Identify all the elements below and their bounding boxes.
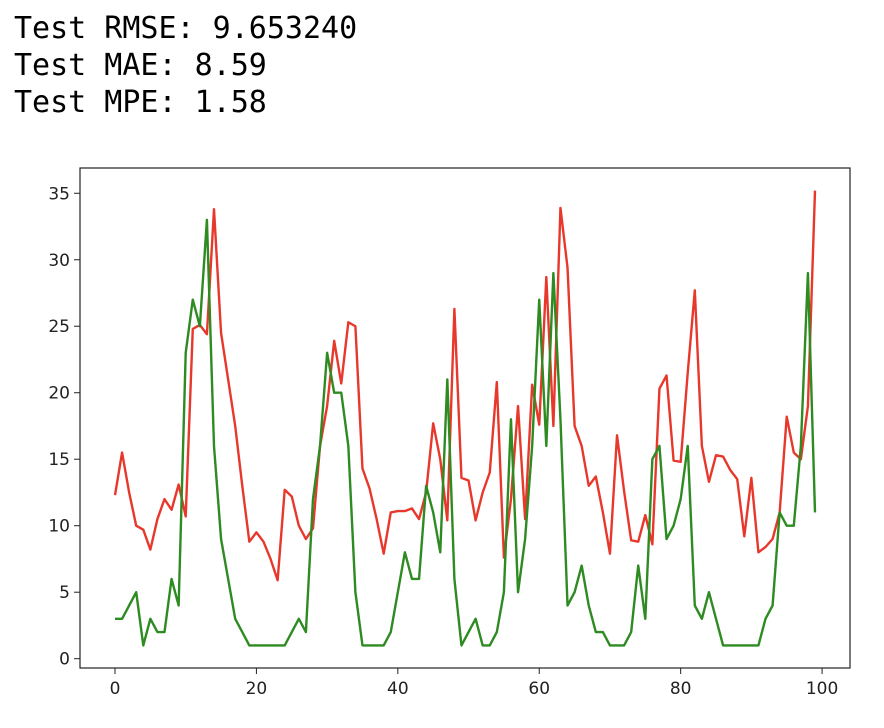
- output-line: Test MPE: 1.58: [14, 85, 267, 120]
- output-line: Test RMSE: 9.653240: [14, 11, 358, 46]
- x-tick-label: 60: [528, 679, 550, 699]
- y-tick-label: 30: [48, 251, 70, 271]
- y-tick-label: 20: [48, 384, 70, 404]
- plot-frame: [79, 167, 851, 669]
- output-text: Test RMSE: 9.653240 Test MAE: 8.59 Test …: [14, 10, 357, 121]
- x-tick-label: 100: [806, 679, 838, 699]
- series-line: [115, 218, 817, 647]
- y-tick-label: 0: [59, 650, 70, 670]
- output-line: Test MAE: 8.59: [14, 48, 267, 83]
- y-tick-label: 35: [48, 184, 70, 204]
- y-tick-label: 15: [48, 450, 70, 470]
- y-tick-label: 5: [59, 583, 70, 603]
- x-tick-label: 40: [387, 679, 409, 699]
- x-tick-label: 80: [670, 679, 692, 699]
- y-tick-label: 25: [48, 317, 70, 337]
- y-tick-label: 10: [48, 517, 70, 537]
- x-tick-label: 0: [110, 679, 121, 699]
- series-line: [113, 190, 817, 582]
- x-tick-label: 20: [246, 679, 268, 699]
